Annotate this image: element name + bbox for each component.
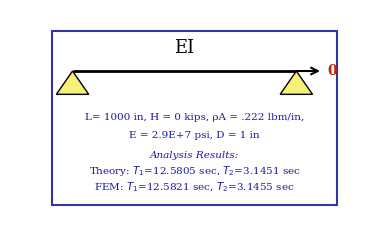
Text: L= 1000 in, H = 0 kips, ρA = .222 lbm/in,: L= 1000 in, H = 0 kips, ρA = .222 lbm/in… <box>85 113 304 122</box>
Text: FEM: $T_1$=12.5821 sec, $T_2$=3.1455 sec: FEM: $T_1$=12.5821 sec, $T_2$=3.1455 sec <box>95 181 295 194</box>
Text: E = 2.9E+7 psi, D = 1 in: E = 2.9E+7 psi, D = 1 in <box>130 131 260 140</box>
Text: 0: 0 <box>327 64 337 78</box>
FancyBboxPatch shape <box>52 31 337 205</box>
Polygon shape <box>280 71 312 94</box>
Text: Analysis Results:: Analysis Results: <box>150 151 239 160</box>
Polygon shape <box>56 71 89 94</box>
Text: Theory: $T_1$=12.5805 sec, $T_2$=3.1451 sec: Theory: $T_1$=12.5805 sec, $T_2$=3.1451 … <box>89 164 301 178</box>
Text: EI: EI <box>174 39 195 57</box>
